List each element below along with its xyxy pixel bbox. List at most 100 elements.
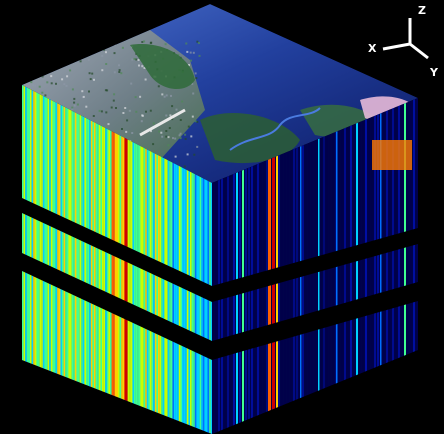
urban-dot: [58, 59, 61, 62]
urban-dot: [115, 107, 117, 109]
urban-dot: [122, 112, 125, 114]
axis-indicator: Z X Y: [368, 4, 439, 79]
urban-dot: [60, 56, 63, 59]
right-stripe: [353, 98, 355, 434]
right-stripe: [245, 98, 247, 434]
urban-dot: [184, 133, 187, 136]
urban-dot: [192, 51, 195, 54]
urban-dot: [165, 135, 168, 138]
left-stripe: [57, 85, 59, 434]
right-stripe: [401, 98, 403, 434]
left-stripe: [194, 85, 197, 434]
left-stripe: [199, 85, 202, 434]
urban-dot: [93, 78, 95, 81]
urban-dot: [42, 61, 44, 63]
urban-dot: [138, 64, 140, 67]
urban-dot: [118, 64, 120, 67]
x-axis-line: [382, 42, 411, 51]
urban-dot: [165, 130, 168, 132]
urban-dot: [150, 130, 152, 133]
left-stripe: [183, 85, 186, 434]
urban-dot: [160, 131, 163, 134]
urban-dot: [193, 153, 196, 156]
left-stripe: [49, 85, 51, 434]
right-stripe: [344, 98, 346, 434]
urban-dot: [196, 145, 199, 148]
left-stripe: [42, 85, 45, 434]
left-stripe: [161, 85, 163, 434]
left-stripe: [188, 85, 191, 434]
left-stripe: [50, 85, 53, 434]
urban-dot: [83, 47, 86, 50]
urban-dot: [139, 95, 142, 98]
urban-dot: [197, 42, 200, 44]
urban-dot: [121, 128, 123, 130]
left-stripe: [76, 85, 79, 434]
right-bright-band: [276, 98, 278, 434]
urban-dot: [190, 135, 193, 138]
left-stripe: [119, 85, 122, 434]
urban-dot: [141, 65, 144, 68]
urban-dot: [56, 55, 59, 58]
urban-dot: [100, 110, 103, 113]
left-stripe: [100, 85, 103, 434]
y-axis-label: Y: [429, 66, 439, 79]
urban-dot: [32, 43, 35, 45]
urban-dot: [181, 100, 184, 103]
urban-dot: [34, 84, 37, 87]
right-stripe: [341, 98, 343, 434]
right-stripe: [257, 98, 259, 434]
left-stripe: [79, 85, 82, 434]
left-stripe: [68, 85, 71, 434]
right-stripe: [398, 98, 400, 434]
left-stripe: [169, 85, 171, 434]
urban-dot: [133, 57, 136, 60]
urban-dot: [152, 122, 155, 125]
urban-dot: [171, 105, 174, 108]
urban-dot: [144, 78, 147, 81]
right-stripe: [368, 98, 370, 434]
urban-dot: [88, 72, 91, 75]
urban-dot: [91, 72, 94, 75]
urban-dot: [84, 43, 87, 46]
right-stripe: [350, 98, 352, 434]
urban-dot: [64, 40, 67, 43]
left-stripe: [65, 85, 67, 434]
urban-dot: [161, 135, 164, 138]
urban-dot: [73, 101, 76, 104]
urban-dot: [137, 59, 140, 61]
left-stripe: [89, 85, 91, 434]
urban-dot: [55, 82, 57, 85]
urban-dot: [104, 89, 107, 92]
urban-dot: [110, 106, 113, 109]
right-stripe: [359, 98, 361, 434]
left-stripe: [103, 85, 106, 434]
urban-dot: [158, 130, 161, 133]
left-stripe: [175, 85, 178, 434]
left-stripe: [110, 85, 112, 434]
urban-dot: [143, 67, 146, 69]
urban-dot: [113, 52, 116, 55]
urban-dot: [126, 119, 129, 122]
urban-dot: [178, 134, 181, 137]
urban-dot: [190, 59, 192, 62]
urban-dot: [105, 51, 107, 54]
urban-dot: [168, 127, 171, 129]
urban-dot: [186, 50, 189, 53]
urban-dot: [79, 60, 82, 63]
right-stripe: [395, 98, 397, 434]
urban-dot: [52, 55, 55, 58]
right-stripe: [281, 98, 283, 434]
right-stripe: [377, 98, 379, 434]
left-stripe: [159, 85, 162, 434]
urban-dot: [130, 82, 133, 85]
left-slice-gap-1: [22, 198, 212, 302]
urban-dot: [113, 71, 116, 74]
urban-dot: [50, 82, 53, 85]
urban-dot: [194, 120, 197, 123]
urban-dot: [85, 53, 88, 56]
right-stripe: [263, 98, 265, 434]
right-stripe: [233, 98, 235, 434]
left-stripe: [191, 85, 194, 434]
urban-dot: [174, 137, 177, 140]
